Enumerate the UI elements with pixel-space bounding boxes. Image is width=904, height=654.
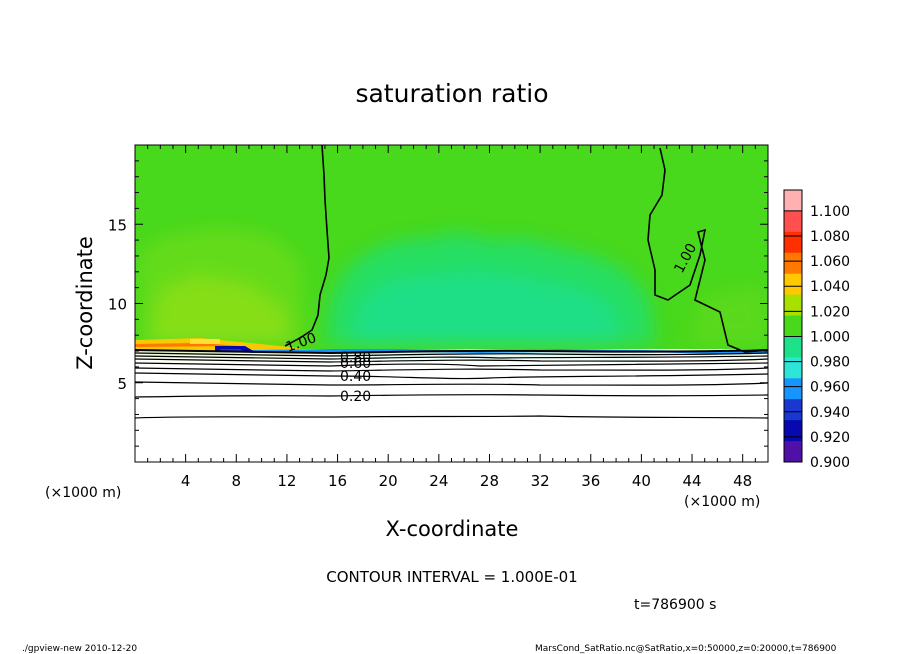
colorbar-label: 0.920 xyxy=(810,430,850,446)
colorbar-swatch xyxy=(784,399,802,421)
colorbar-swatch xyxy=(784,315,802,337)
footer-left: ./gpview-new 2010-12-20 xyxy=(22,644,137,654)
colorbar-swatch xyxy=(784,190,802,212)
y-tick-label: 15 xyxy=(108,216,127,234)
contour-label: 0.60 xyxy=(340,356,371,372)
x-unit-label-right: (×1000 m) xyxy=(684,494,760,510)
colorbar-swatch xyxy=(784,210,802,233)
colorbar-label: 1.000 xyxy=(810,329,850,345)
x-tick-label: 40 xyxy=(632,472,651,490)
colorbar-swatch xyxy=(784,273,802,296)
x-unit-label-left: (×1000 m) xyxy=(45,485,121,501)
colorbar-label: 1.060 xyxy=(810,254,850,270)
teal-patches xyxy=(138,228,768,345)
colorbar-swatch xyxy=(784,420,802,442)
y-tick-label: 10 xyxy=(108,296,127,314)
x-tick-label: 36 xyxy=(581,472,600,490)
colorbar: 1.100 1.080 1.060 1.040 1.020 1.000 0.980 0.960… xyxy=(783,189,850,471)
colorbar-label: 0.940 xyxy=(810,405,850,421)
footer-right: MarsCond_SatRatio.nc@SatRatio,x=0:50000,… xyxy=(535,644,837,654)
colorbar-label: 1.020 xyxy=(810,304,850,320)
x-tick-label: 12 xyxy=(277,472,296,490)
x-tick-label: 20 xyxy=(379,472,398,490)
x-tick-label: 16 xyxy=(328,472,347,490)
colorbar-label: 1.100 xyxy=(810,204,850,220)
contour-label: 0.80 xyxy=(340,350,371,366)
colorbar-swatch xyxy=(784,252,802,275)
x-tick-label: 4 xyxy=(181,472,191,490)
y-tick-label: 5 xyxy=(117,375,127,393)
colorbar-label: 0.960 xyxy=(810,380,850,396)
x-axis-label: X-coordinate xyxy=(386,517,519,541)
x-tick-label: 24 xyxy=(429,472,448,490)
colorbar-label: 0.980 xyxy=(810,355,850,371)
x-axis: 4 8 12 16 20 24 28 32 36 40 44 48 xyxy=(147,145,756,490)
y-axis-label: Z-coordinate xyxy=(73,236,97,370)
chart-title: saturation ratio xyxy=(355,79,548,108)
colorbar-label: 0.900 xyxy=(810,455,850,471)
colorbar-swatch xyxy=(784,441,802,463)
contour-label: 0.40 xyxy=(340,369,371,385)
x-tick-label: 32 xyxy=(531,472,550,490)
colorbar-swatch xyxy=(784,378,802,400)
contour-interval-text: CONTOUR INTERVAL = 1.000E-01 xyxy=(326,568,577,586)
contour-lines xyxy=(135,145,768,419)
colorbar-swatch xyxy=(784,231,802,254)
x-tick-label: 48 xyxy=(733,472,752,490)
plot-area xyxy=(135,145,768,462)
time-text: t=786900 s xyxy=(634,597,716,613)
colorbar-swatch xyxy=(784,357,802,379)
y-axis: 5 10 15 xyxy=(108,160,768,447)
colorbar-swatch xyxy=(784,294,802,317)
contour-label: 0.20 xyxy=(340,389,371,405)
x-tick-label: 44 xyxy=(682,472,701,490)
colorbar-swatch xyxy=(784,336,802,358)
colorbar-label: 1.040 xyxy=(810,279,850,295)
x-tick-label: 8 xyxy=(232,472,242,490)
colorbar-label: 1.080 xyxy=(810,229,850,245)
x-tick-label: 28 xyxy=(480,472,499,490)
